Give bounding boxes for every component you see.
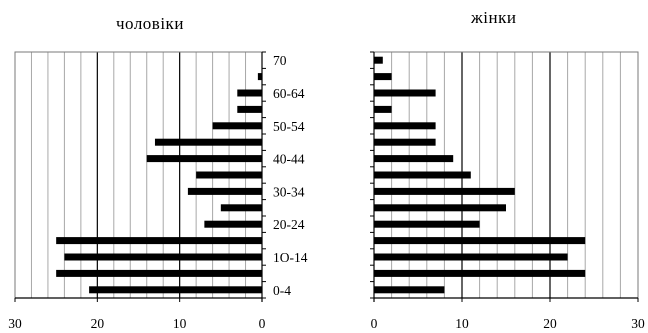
male-bar bbox=[257, 73, 262, 81]
male-age-label: 60-64 bbox=[273, 86, 305, 101]
male-x-tick-label: 30 bbox=[8, 316, 22, 331]
female-bar bbox=[374, 171, 471, 179]
male-bar bbox=[146, 155, 262, 163]
female-bar bbox=[374, 286, 445, 294]
male-bar bbox=[56, 269, 262, 277]
female-chart-title: жінки bbox=[471, 8, 517, 27]
male-age-label: 50-54 bbox=[273, 119, 305, 134]
male-age-label: 0-4 bbox=[273, 283, 291, 298]
male-age-label: 20-24 bbox=[273, 217, 305, 232]
female-bar bbox=[374, 56, 383, 64]
female-bar bbox=[374, 220, 480, 228]
male-age-label: 30-34 bbox=[273, 184, 305, 199]
male-bar bbox=[89, 286, 262, 294]
female-bar bbox=[374, 122, 436, 130]
male-age-label: 40-44 bbox=[273, 152, 305, 167]
female-x-tick-label: 30 bbox=[631, 316, 645, 331]
female-x-tick-label: 10 bbox=[455, 316, 469, 331]
female-bar bbox=[374, 204, 506, 212]
female-bar bbox=[374, 269, 586, 277]
male-bar bbox=[204, 220, 262, 228]
female-bar bbox=[374, 155, 454, 163]
male-x-tick-label: 0 bbox=[259, 316, 266, 331]
male-bar bbox=[237, 105, 262, 113]
male-age-label: 70 bbox=[273, 53, 287, 68]
male-bar bbox=[154, 138, 262, 146]
male-chart-title: чоловіки bbox=[116, 14, 184, 33]
male-age-label: 1О-14 bbox=[273, 250, 308, 265]
female-bar bbox=[374, 138, 436, 146]
male-bar bbox=[220, 204, 262, 212]
male-x-tick-label: 10 bbox=[173, 316, 187, 331]
male-bar bbox=[196, 171, 262, 179]
male-bar bbox=[212, 122, 262, 130]
female-x-tick-label: 20 bbox=[543, 316, 557, 331]
male-bar-chart: 0 10 20 30 0-4 1О-14 20-24 30-34 40-44 50-54 60-64… bbox=[8, 51, 308, 331]
male-bar bbox=[187, 187, 262, 195]
female-x-tick-label: 0 bbox=[371, 316, 378, 331]
female-bar bbox=[374, 73, 392, 81]
female-bar-chart: 0 10 20 30 bbox=[370, 51, 645, 331]
male-x-tick-label: 20 bbox=[91, 316, 105, 331]
female-bar bbox=[374, 237, 586, 245]
male-bar bbox=[64, 253, 263, 261]
male-bar bbox=[56, 237, 262, 245]
male-bar bbox=[237, 89, 262, 97]
female-bar bbox=[374, 187, 515, 195]
female-bar bbox=[374, 105, 392, 113]
female-bar bbox=[374, 89, 436, 97]
female-bar bbox=[374, 253, 568, 261]
